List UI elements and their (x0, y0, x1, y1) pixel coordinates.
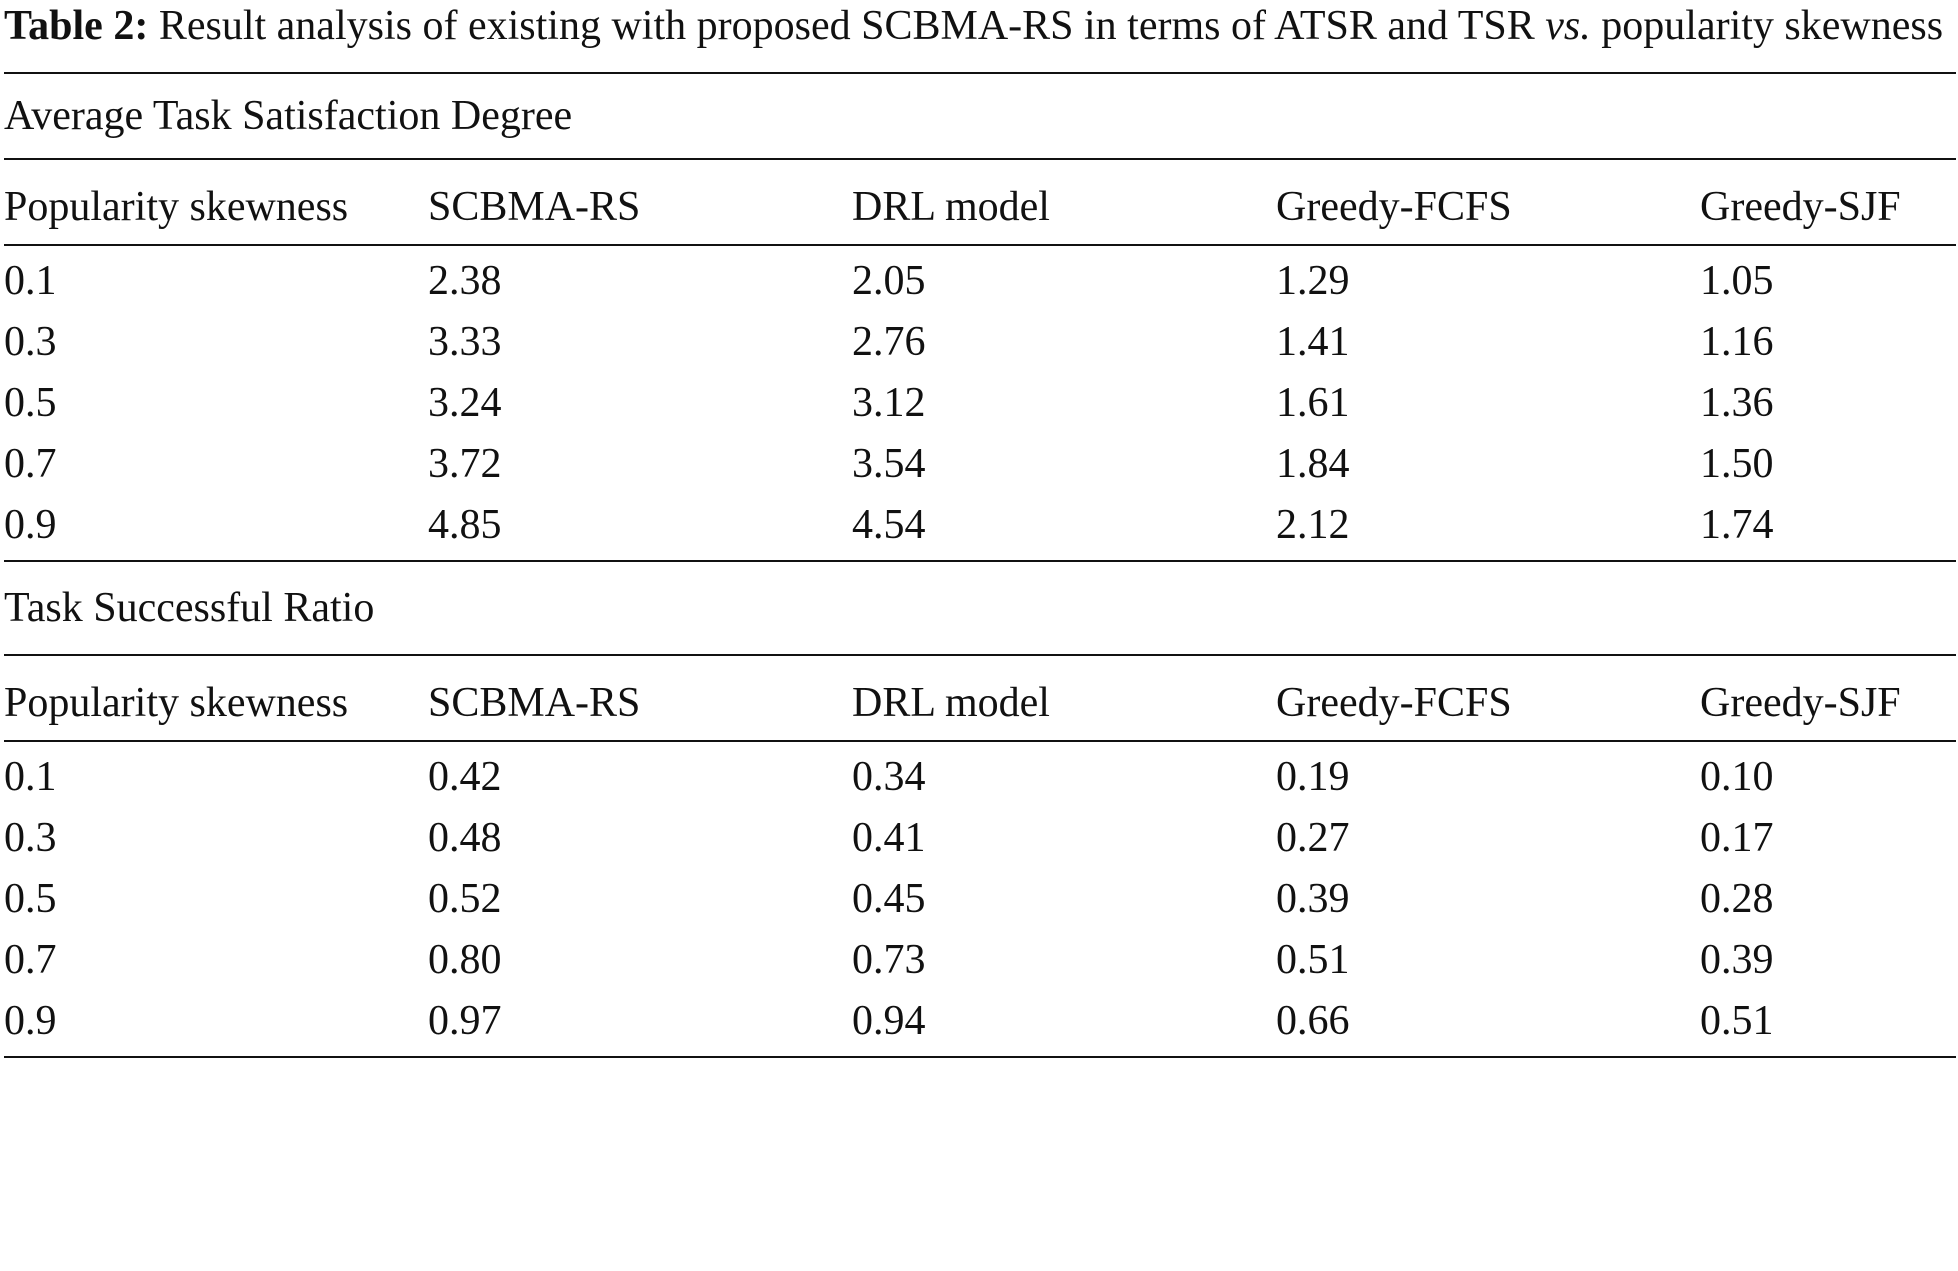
table-cell: 0.7 (4, 441, 57, 487)
column-header: DRL model (852, 680, 1050, 726)
table-cell: 0.80 (428, 937, 502, 983)
table-cell: 0.7 (4, 937, 57, 983)
table-cell: 1.41 (1276, 319, 1350, 365)
table-row: 0.1 0.42 0.34 0.19 0.10 (4, 741, 1956, 808)
table-cell: 0.51 (1700, 998, 1774, 1044)
table-cell: 0.94 (852, 998, 926, 1044)
section-rule (4, 158, 1956, 160)
table-cell: 3.72 (428, 441, 502, 487)
table-cell: 0.5 (4, 876, 57, 922)
table-cell: 4.54 (852, 502, 926, 548)
table-cell: 0.41 (852, 815, 926, 861)
table-cell: 1.50 (1700, 441, 1774, 487)
table-cell: 0.27 (1276, 815, 1350, 861)
table-cell: 0.97 (428, 998, 502, 1044)
table-cell: 0.1 (4, 754, 57, 800)
table-cell: 3.54 (852, 441, 926, 487)
table-cell: 0.66 (1276, 998, 1350, 1044)
table-cell: 0.17 (1700, 815, 1774, 861)
table-cell: 3.12 (852, 380, 926, 426)
table-cell: 0.9 (4, 502, 57, 548)
table-cell: 0.10 (1700, 754, 1774, 800)
table-cell: 0.39 (1700, 937, 1774, 983)
table-cell: 0.52 (428, 876, 502, 922)
table-cell: 0.48 (428, 815, 502, 861)
table-cell: 1.29 (1276, 258, 1350, 304)
table-cell: 0.9 (4, 998, 57, 1044)
table-cell: 0.3 (4, 815, 57, 861)
section-title-average-task-satisfaction: Average Task Satisfaction Degree (4, 93, 573, 139)
table-caption-text: Result analysis of existing with propose… (148, 3, 1546, 49)
section-title-task-successful-ratio: Task Successful Ratio (4, 585, 375, 631)
column-header: Greedy-SJF (1700, 680, 1901, 726)
column-header: Greedy-FCFS (1276, 680, 1512, 726)
results-table-tsr: Popularity skewness SCBMA-RS DRL model G… (4, 656, 1956, 1056)
table-row: 0.5 0.52 0.45 0.39 0.28 (4, 869, 1956, 930)
column-header: SCBMA-RS (428, 184, 641, 230)
table-caption-vs: vs. (1545, 3, 1591, 49)
table-cell: 0.34 (852, 754, 926, 800)
table-top-rule (4, 72, 1956, 74)
table-cell: 1.16 (1700, 319, 1774, 365)
table-cell: 0.3 (4, 319, 57, 365)
section-rule (4, 654, 1956, 656)
table-cell: 1.74 (1700, 502, 1774, 548)
table-header-row: Popularity skewness SCBMA-RS DRL model G… (4, 656, 1956, 741)
results-table-atsd: Popularity skewness SCBMA-RS DRL model G… (4, 160, 1956, 560)
table-row: 0.7 0.80 0.73 0.51 0.39 (4, 930, 1956, 991)
table-row: 0.9 4.85 4.54 2.12 1.74 (4, 495, 1956, 560)
table-cell: 1.36 (1700, 380, 1774, 426)
table-cell: 0.51 (1276, 937, 1350, 983)
table-cell: 0.45 (852, 876, 926, 922)
table-cell: 2.76 (852, 319, 926, 365)
table-row: 0.3 0.48 0.41 0.27 0.17 (4, 808, 1956, 869)
table-cell: 0.1 (4, 258, 57, 304)
table-cell: 3.24 (428, 380, 502, 426)
table-cell: 2.12 (1276, 502, 1350, 548)
table-bottom-rule (4, 1056, 1956, 1058)
column-header: Greedy-FCFS (1276, 184, 1512, 230)
table-row: 0.7 3.72 3.54 1.84 1.50 (4, 434, 1956, 495)
table-caption-text-end: popularity skewness (1590, 3, 1944, 49)
column-header: SCBMA-RS (428, 680, 641, 726)
column-header: Popularity skewness (4, 184, 349, 230)
table-cell: 0.73 (852, 937, 926, 983)
table-cell: 0.5 (4, 380, 57, 426)
table-cell: 1.05 (1700, 258, 1774, 304)
table-cell: 2.38 (428, 258, 502, 304)
table-row: 0.3 3.33 2.76 1.41 1.16 (4, 312, 1956, 373)
table-row: 0.5 3.24 3.12 1.61 1.36 (4, 373, 1956, 434)
column-header: Greedy-SJF (1700, 184, 1901, 230)
column-header: DRL model (852, 184, 1050, 230)
table-cell: 2.05 (852, 258, 926, 304)
table-cell: 0.39 (1276, 876, 1350, 922)
column-header: Popularity skewness (4, 680, 349, 726)
table-row: 0.9 0.97 0.94 0.66 0.51 (4, 991, 1956, 1056)
table-cell: 3.33 (428, 319, 502, 365)
table-cell: 0.19 (1276, 754, 1350, 800)
table-cell: 1.84 (1276, 441, 1350, 487)
table-cell: 0.28 (1700, 876, 1774, 922)
table-cell: 1.61 (1276, 380, 1350, 426)
table-row: 0.1 2.38 2.05 1.29 1.05 (4, 245, 1956, 312)
table-header-row: Popularity skewness SCBMA-RS DRL model G… (4, 160, 1956, 245)
table-caption-label: Table 2: (4, 3, 149, 49)
table-cell: 4.85 (428, 502, 502, 548)
section-rule (4, 560, 1956, 562)
table-cell: 0.42 (428, 754, 502, 800)
table-caption: Table 2: Result analysis of existing wit… (4, 0, 1956, 53)
